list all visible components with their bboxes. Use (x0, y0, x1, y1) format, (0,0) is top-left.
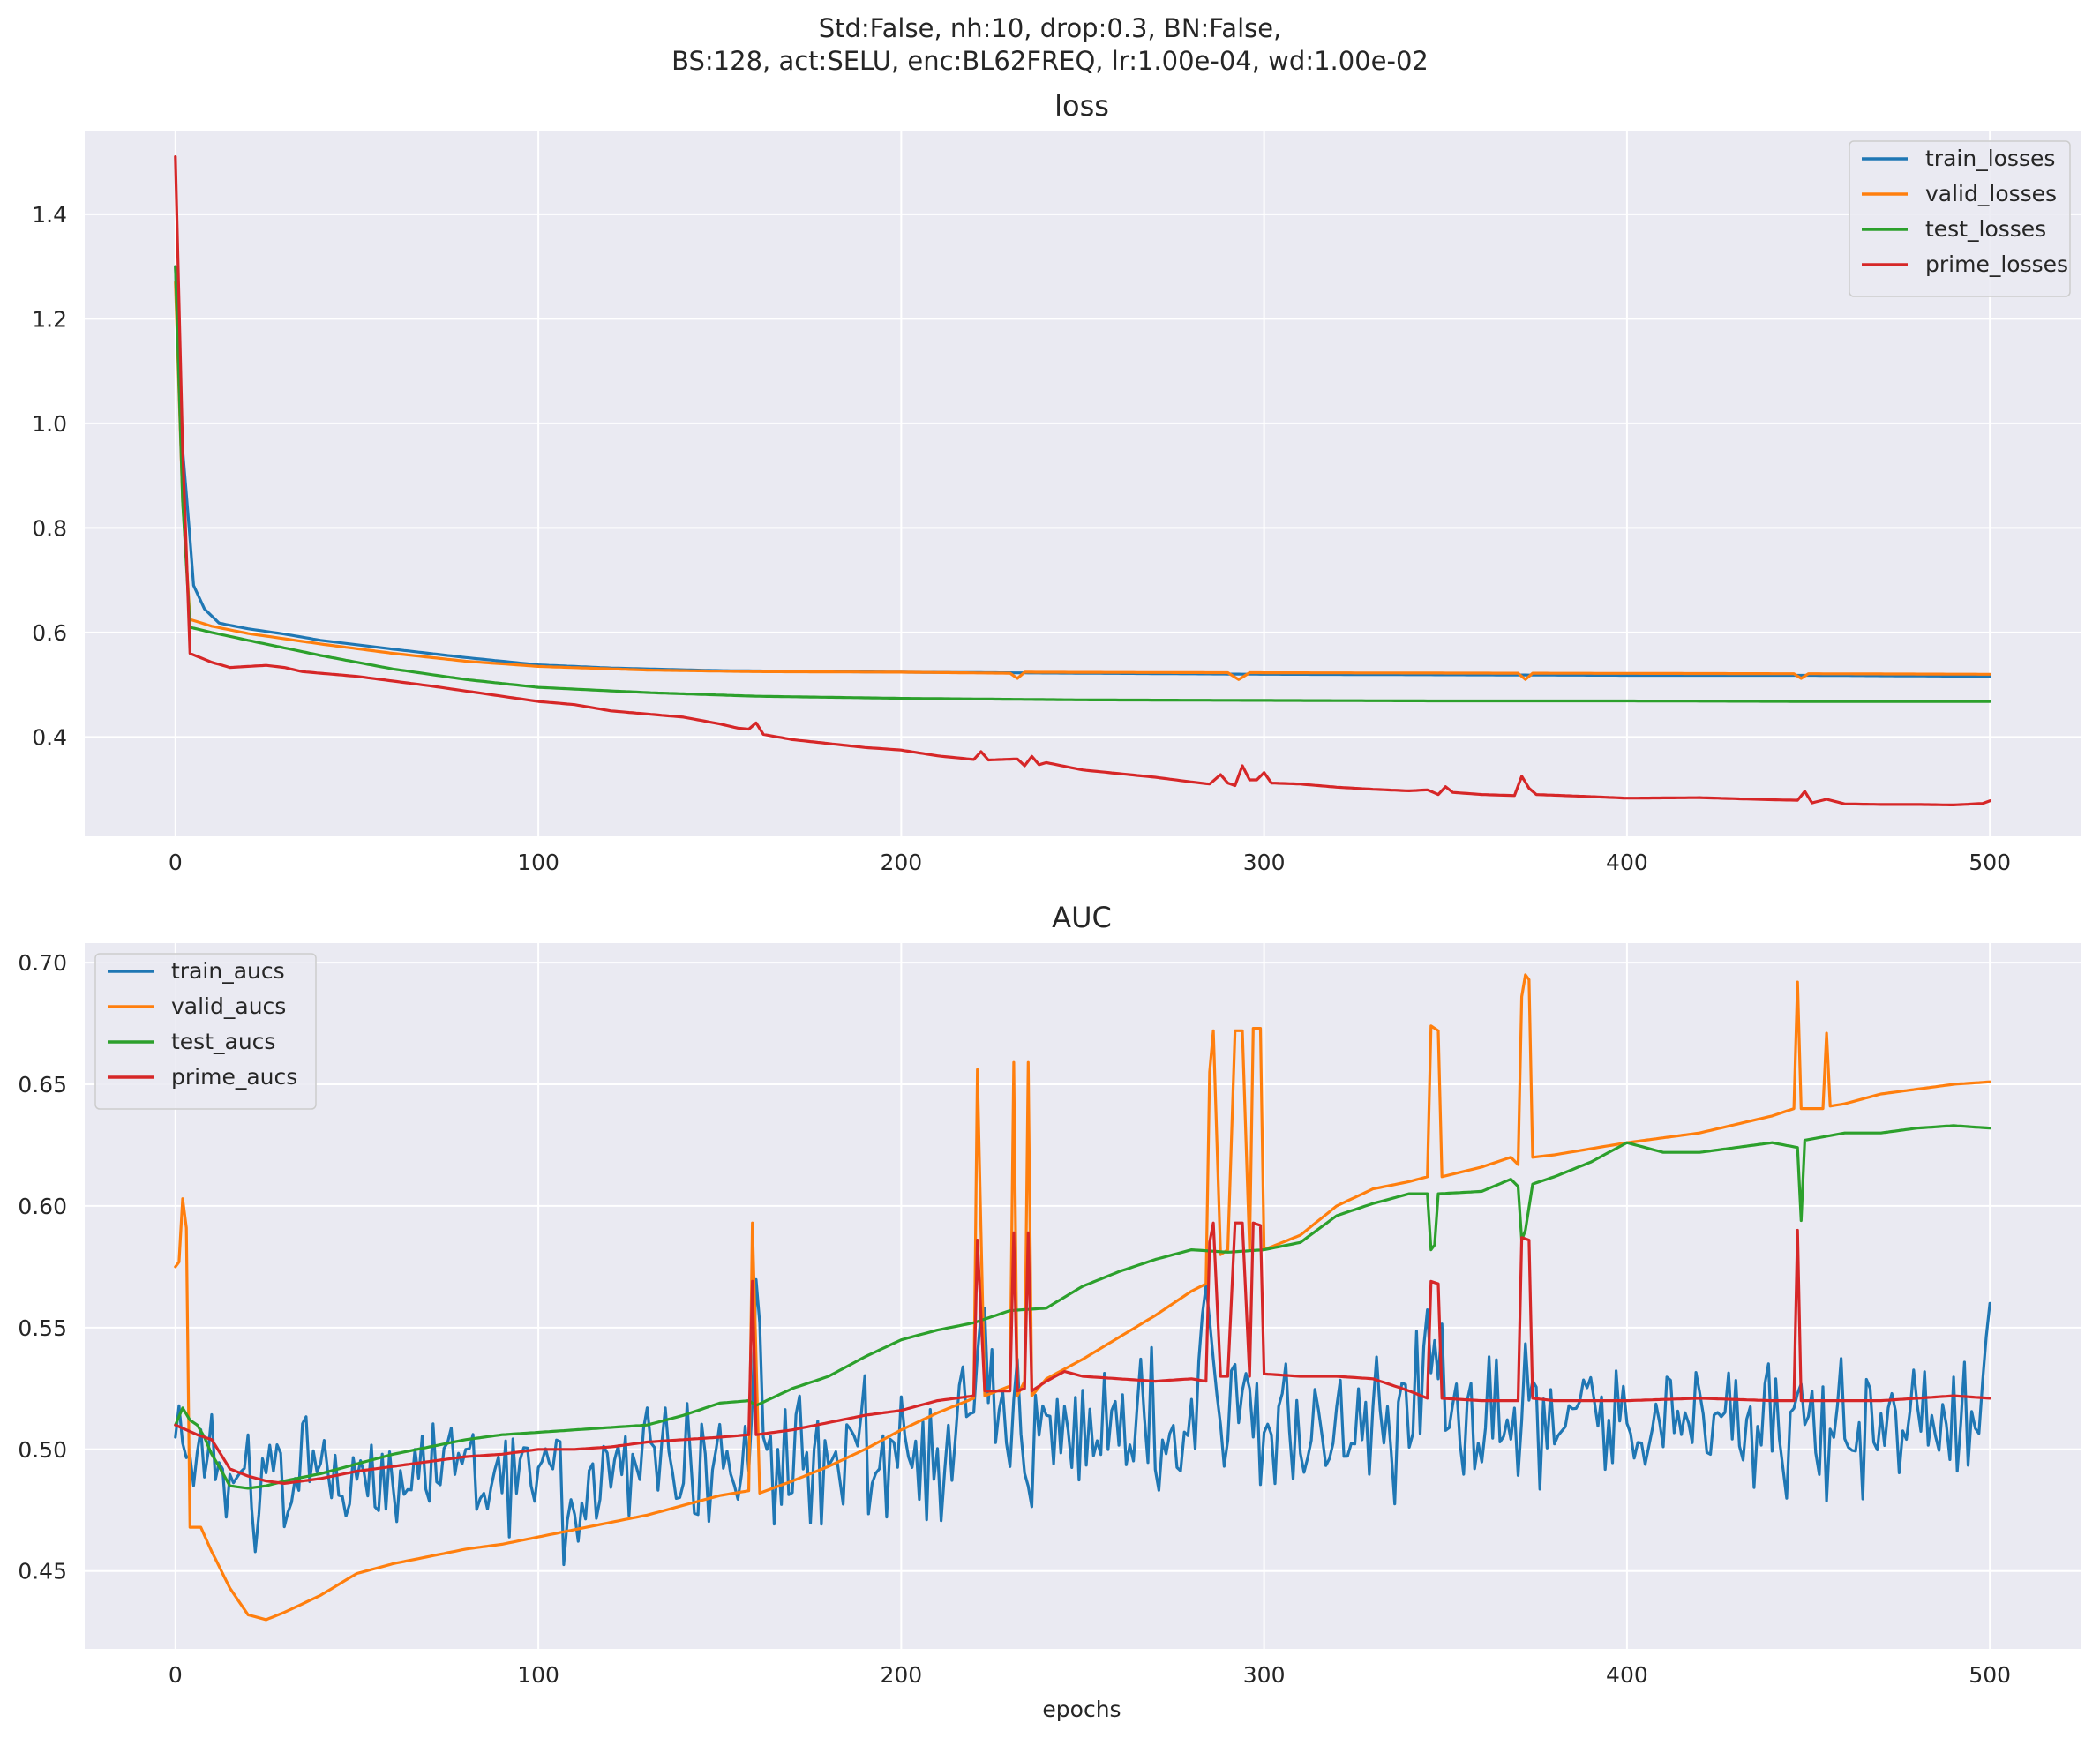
loss-plot-area (85, 131, 2081, 836)
test_losses-line (174, 265, 1991, 703)
auc-y-tick-label: 0.70 (18, 950, 67, 976)
loss-legend-box (1849, 140, 2071, 297)
auc-x-tick-label: 100 (517, 1662, 559, 1688)
prime_losses-line (174, 155, 1991, 806)
train_losses-legend-label: train_losses (1925, 146, 2055, 171)
figure-title-line2: BS:128, act:SELU, enc:BL62FREQ, lr:1.00e… (671, 46, 1429, 76)
loss-y-tick-label: 1.2 (32, 306, 67, 332)
auc-y-tick-label: 0.45 (18, 1559, 67, 1584)
valid_losses-legend-label: valid_losses (1925, 181, 2057, 206)
auc-x-tick-label: 300 (1243, 1662, 1286, 1688)
auc-legend: train_aucs valid_aucs test_aucs prime_aucs (94, 953, 317, 1110)
auc-axes: AUC epochs 0 100 200 300 400 500 0.45 0.50 0.55 0… (18, 901, 2081, 1722)
auc-x-tick-label: 0 (169, 1662, 183, 1688)
auc-y-tick-label: 0.55 (18, 1315, 67, 1341)
test_aucs-legend-label: test_aucs (171, 1029, 275, 1054)
auc-plot-area (85, 943, 2081, 1649)
loss-x-tick-label: 100 (517, 850, 559, 875)
prime_aucs-legend-label: prime_aucs (171, 1064, 297, 1090)
loss-x-tick-label: 500 (1969, 850, 2011, 875)
auc-legend-box (94, 953, 317, 1110)
train_aucs-legend-label: train_aucs (171, 958, 285, 984)
auc-title: AUC (1052, 901, 1112, 934)
auc-y-tick-label: 0.65 (18, 1072, 67, 1097)
valid_aucs-legend-label: valid_aucs (171, 993, 286, 1019)
loss-x-tick-label: 200 (881, 850, 923, 875)
auc-y-tick-label: 0.60 (18, 1194, 67, 1219)
auc-xlabel: epochs (1042, 1697, 1121, 1722)
prime_losses-legend-label: prime_losses (1925, 251, 2068, 277)
loss-y-tick-label: 0.8 (32, 515, 67, 541)
loss-axes: loss 0 100 200 300 400 500 0.4 0.6 0.8 1.0 1.2 1.4 t… (32, 89, 2081, 875)
auc-x-tick-label: 500 (1969, 1662, 2011, 1688)
test_aucs-line (174, 1124, 1991, 1490)
figure-title-line1: Std:False, nh:10, drop:0.3, BN:False, (819, 13, 1282, 43)
prime_aucs-line (174, 1221, 1991, 1485)
loss-x-tick-label: 300 (1243, 850, 1286, 875)
loss-y-tick-label: 1.4 (32, 202, 67, 228)
loss-legend: train_losses valid_losses test_lossesprime… (1849, 140, 2071, 297)
loss-x-tick-label: 400 (1606, 850, 1648, 875)
auc-x-tick-label: 200 (881, 1662, 923, 1688)
valid_losses-line (174, 281, 1991, 681)
loss-x-tick-label: 0 (169, 850, 183, 875)
test_losses-legend-label: test_losses (1925, 216, 2046, 242)
auc-y-tick-label: 0.50 (18, 1437, 67, 1463)
loss-y-tick-label: 1.0 (32, 411, 67, 437)
loss-y-tick-label: 0.6 (32, 620, 67, 646)
loss-title: loss (1054, 89, 1109, 123)
loss-y-tick-label: 0.4 (32, 724, 67, 750)
auc-x-tick-label: 400 (1606, 1662, 1648, 1688)
valid_aucs-line (174, 973, 1991, 1622)
train_aucs-line (174, 1277, 1991, 1567)
